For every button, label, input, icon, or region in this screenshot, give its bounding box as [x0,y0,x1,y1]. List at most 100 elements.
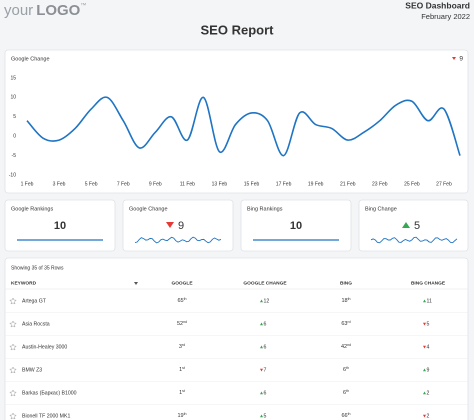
keyword: Bionell TF 2000 MK1 [22,413,70,419]
column-header: GOOGLE CHANGE [243,280,287,286]
rank: 6th [343,366,349,374]
keyword: Barkas (Баркас) B1000 [22,390,77,396]
rank: 19th [177,412,186,420]
kpi-value: 10 [290,220,302,232]
kpi-title: Google Change [129,206,168,212]
rank: 66th [341,412,350,420]
rank: 18th [341,297,350,305]
star-icon [9,297,17,305]
column-header: BING [340,280,352,286]
change-value: 4 [427,344,430,350]
change-arrow [260,322,263,326]
rank-suffix: th [184,412,187,416]
rank: 52nd [177,320,187,328]
star-icon [9,343,17,351]
x-tick-label: 5 Feb [85,181,98,187]
change-arrow [423,322,426,326]
change-arrow [423,345,426,349]
rank-suffix: rd [182,343,185,347]
x-tick-label: 1 Feb [21,181,34,187]
x-tick-label: 23 Feb [372,181,388,187]
y-tick-label: -10 [9,172,16,178]
rank-number: 6 [343,390,346,396]
x-tick-label: 9 Feb [149,181,162,187]
change-value: 5 [264,413,267,419]
x-tick-label: 3 Feb [53,181,66,187]
rank-suffix: st [182,366,185,370]
change-arrow [260,391,263,395]
rank: 1st [179,366,185,374]
y-tick-label: 5 [13,114,16,120]
badge-arrow [452,57,456,60]
kpi-value: 9 [178,220,184,232]
kpi-value: 10 [54,220,66,232]
change-arrow [423,368,426,372]
y-tick-label: 0 [13,134,16,140]
change-arrow [423,299,426,303]
chart-badge: 9 [459,56,463,63]
change-arrow [260,414,263,418]
x-tick-label: 21 Feb [340,181,356,187]
rank: 65th [177,297,186,305]
period: February 2022 [421,12,470,21]
star-icon [9,389,17,397]
x-tick-label: 13 Feb [212,181,228,187]
rank: 3rd [179,343,185,351]
sort-caret [134,282,138,285]
rank-number: 3 [179,344,182,350]
change-arrow [260,368,263,372]
change-arrow [423,391,426,395]
change-value: 7 [264,367,267,373]
change-value: 6 [264,321,267,327]
x-tick-label: 11 Feb [180,181,195,187]
kpi-arrow [166,222,174,228]
change-value: 6 [264,390,267,396]
kpi-card [358,199,469,252]
rank: 42nd [341,343,351,351]
kpi-title: Bing Rankings [247,206,283,212]
rank-suffix: rd [347,320,350,324]
rank-number: 65 [177,298,183,304]
change-value: 6 [264,344,267,350]
keyword: Austin-Healey 3000 [22,344,67,350]
rank-number: 6 [343,367,346,373]
change-value: 12 [264,298,270,304]
rank-number: 1 [179,390,182,396]
change-value: 2 [427,390,430,396]
column-header: GOOGLE [171,280,193,286]
change-arrow [260,299,263,303]
change-arrow [260,345,263,349]
rank-number: 66 [341,413,347,419]
logo-bold: LOGO [36,2,80,19]
rank-suffix: th [348,297,351,301]
y-tick-label: 15 [10,75,16,81]
change-value: 9 [427,367,430,373]
column-header: BING CHANGE [411,280,446,286]
chart-card [4,49,469,194]
x-tick-label: 25 Feb [404,181,420,187]
change-value: 11 [427,298,432,304]
report-title: SEO Report [201,22,275,37]
table-summary: Showing 35 of 35 Rows [11,265,64,271]
rank: 6th [343,389,349,397]
change-value: 2 [427,413,430,419]
star-icon [9,320,17,328]
x-tick-label: 15 Feb [244,181,260,187]
rank-suffix: th [346,389,349,393]
logo-mark: ™ [80,2,86,9]
kpi-title: Google Rankings [11,206,53,212]
x-tick-label: 19 Feb [308,181,324,187]
star-icon [9,366,17,374]
dashboard-name: SEO Dashboard [405,0,470,10]
rank: 63rd [341,320,350,328]
x-tick-label: 17 Feb [276,181,292,187]
logo-light: your [4,2,33,19]
star-icon [9,412,17,420]
table-card [4,257,469,420]
rank-suffix: nd [347,343,351,347]
change-value: 5 [427,321,430,327]
kpi-arrow [402,222,410,228]
x-tick-label: 7 Feb [117,181,130,187]
logo: your LOGO™ [4,2,86,19]
y-tick-label: -5 [12,153,17,159]
